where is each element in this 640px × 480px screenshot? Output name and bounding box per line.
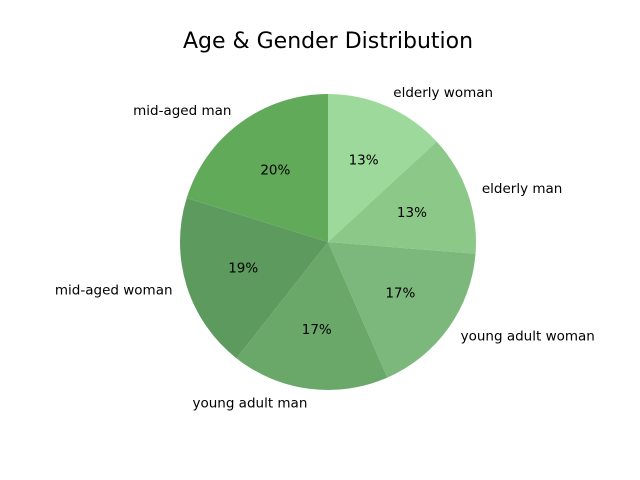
pie-slices xyxy=(179,94,477,390)
pie-slice-young-adult-man xyxy=(236,242,388,390)
pie-slice-mid-aged-man xyxy=(186,94,328,242)
slice-label: young adult man xyxy=(192,395,307,411)
pie-slice-young-adult-woman xyxy=(328,242,476,378)
slice-label: young adult woman xyxy=(461,328,595,344)
pie-slice-elderly-man xyxy=(328,141,477,254)
pie-slice-mid-aged-woman xyxy=(179,198,328,359)
slice-label: elderly man xyxy=(482,181,563,197)
slice-label: mid-aged woman xyxy=(55,282,173,298)
slice-percent-label: 13% xyxy=(397,205,427,221)
slice-percent-label: 13% xyxy=(349,153,379,169)
pie-labels: elderly woman 13% elderly man 13% young adul… xyxy=(55,85,595,412)
slice-label: elderly woman xyxy=(393,85,493,101)
slice-percent-label: 20% xyxy=(260,162,290,178)
slice-percent-label: 19% xyxy=(228,260,258,276)
slice-percent-label: 17% xyxy=(385,286,415,302)
slice-label: mid-aged man xyxy=(133,103,231,119)
slice-percent-label: 17% xyxy=(302,322,332,338)
pie-slice-elderly-woman xyxy=(328,94,437,242)
chart-title: Age & Gender Distribution xyxy=(183,29,473,54)
